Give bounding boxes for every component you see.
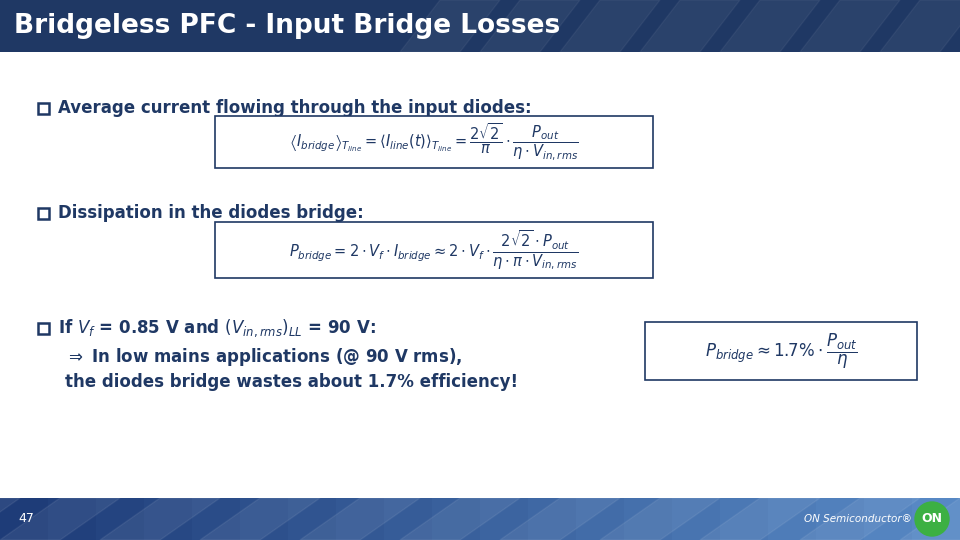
Polygon shape — [700, 498, 820, 540]
Bar — [912, 498, 960, 540]
Circle shape — [915, 502, 949, 536]
Bar — [816, 498, 865, 540]
FancyBboxPatch shape — [215, 116, 653, 168]
Polygon shape — [640, 0, 740, 52]
Bar — [720, 498, 769, 540]
Text: Bridgeless PFC - Input Bridge Losses: Bridgeless PFC - Input Bridge Losses — [14, 13, 561, 39]
FancyBboxPatch shape — [0, 0, 960, 52]
Text: 47: 47 — [18, 512, 34, 525]
Text: Dissipation in the diodes bridge:: Dissipation in the diodes bridge: — [58, 204, 364, 222]
Bar — [288, 498, 337, 540]
FancyBboxPatch shape — [38, 322, 49, 334]
Bar — [240, 498, 289, 540]
Polygon shape — [600, 498, 720, 540]
Polygon shape — [560, 0, 660, 52]
Bar — [96, 498, 145, 540]
Bar — [576, 498, 625, 540]
Polygon shape — [800, 498, 920, 540]
Polygon shape — [880, 0, 960, 52]
Text: ON: ON — [922, 512, 943, 525]
Bar — [768, 498, 817, 540]
Bar — [0, 498, 49, 540]
Polygon shape — [480, 0, 580, 52]
Polygon shape — [720, 0, 820, 52]
FancyBboxPatch shape — [645, 322, 917, 380]
Text: Average current flowing through the input diodes:: Average current flowing through the inpu… — [58, 99, 532, 117]
Polygon shape — [400, 498, 520, 540]
Bar — [624, 498, 673, 540]
Bar — [48, 498, 97, 540]
Polygon shape — [800, 0, 900, 52]
Polygon shape — [200, 498, 320, 540]
Text: $\left\langle I_{bridge} \right\rangle_{T_{line}} = \left\langle I_{line}(t) \ri: $\left\langle I_{bridge} \right\rangle_{… — [289, 122, 579, 163]
Polygon shape — [500, 498, 620, 540]
Bar — [432, 498, 481, 540]
Text: $P_{bridge} \approx 1.7\% \cdot \dfrac{P_{out}}{\eta}$: $P_{bridge} \approx 1.7\% \cdot \dfrac{P… — [705, 332, 857, 370]
Bar — [144, 498, 193, 540]
Bar — [528, 498, 577, 540]
Bar — [336, 498, 385, 540]
Bar — [384, 498, 433, 540]
Polygon shape — [300, 498, 420, 540]
Text: $\Rightarrow$ In low mains applications (@ 90 V rms),: $\Rightarrow$ In low mains applications … — [65, 346, 463, 368]
Polygon shape — [400, 0, 500, 52]
Polygon shape — [100, 498, 220, 540]
FancyBboxPatch shape — [38, 103, 49, 113]
Bar — [192, 498, 241, 540]
Text: $P_{bridge} = 2 \cdot V_f \cdot I_{bridge} \approx 2 \cdot V_f \cdot \dfrac{2\sq: $P_{bridge} = 2 \cdot V_f \cdot I_{bridg… — [290, 228, 579, 272]
Text: ON Semiconductor®: ON Semiconductor® — [804, 514, 912, 524]
FancyBboxPatch shape — [38, 207, 49, 219]
Bar — [864, 498, 913, 540]
Bar — [480, 498, 529, 540]
Polygon shape — [0, 498, 120, 540]
Polygon shape — [900, 498, 960, 540]
FancyBboxPatch shape — [215, 222, 653, 278]
Polygon shape — [0, 498, 20, 540]
Text: If $V_f$ = 0.85 V and $(V_{in,rms})_{LL}$ = 90 V:: If $V_f$ = 0.85 V and $(V_{in,rms})_{LL}… — [58, 317, 376, 339]
Bar — [672, 498, 721, 540]
Text: the diodes bridge wastes about 1.7% efficiency!: the diodes bridge wastes about 1.7% effi… — [65, 373, 518, 391]
